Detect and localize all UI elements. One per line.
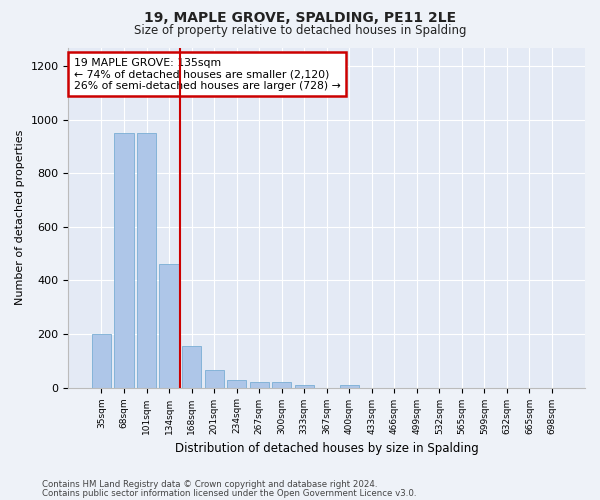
Bar <box>227 380 246 388</box>
Bar <box>250 382 269 388</box>
Bar <box>340 386 359 388</box>
Text: Contains public sector information licensed under the Open Government Licence v3: Contains public sector information licen… <box>42 488 416 498</box>
Y-axis label: Number of detached properties: Number of detached properties <box>15 130 25 305</box>
Text: 19, MAPLE GROVE, SPALDING, PE11 2LE: 19, MAPLE GROVE, SPALDING, PE11 2LE <box>144 11 456 25</box>
Bar <box>182 346 201 388</box>
Text: Contains HM Land Registry data © Crown copyright and database right 2024.: Contains HM Land Registry data © Crown c… <box>42 480 377 489</box>
Bar <box>272 382 291 388</box>
Bar <box>115 133 134 388</box>
Bar <box>160 264 179 388</box>
Bar <box>295 385 314 388</box>
Text: Size of property relative to detached houses in Spalding: Size of property relative to detached ho… <box>134 24 466 37</box>
Bar <box>205 370 224 388</box>
Bar <box>92 334 111 388</box>
Text: 19 MAPLE GROVE: 135sqm
← 74% of detached houses are smaller (2,120)
26% of semi-: 19 MAPLE GROVE: 135sqm ← 74% of detached… <box>74 58 340 91</box>
X-axis label: Distribution of detached houses by size in Spalding: Distribution of detached houses by size … <box>175 442 479 455</box>
Bar <box>137 133 156 388</box>
